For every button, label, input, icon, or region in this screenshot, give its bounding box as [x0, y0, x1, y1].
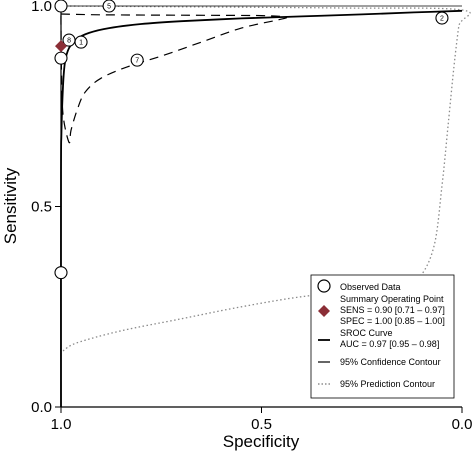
observed-data-label: 1 — [79, 40, 83, 47]
y-tick-label: 0.5 — [31, 199, 52, 216]
confidence-contour-layer — [60, 13, 288, 144]
observed-data-label: 8 — [67, 38, 71, 45]
observed-data-point — [102, 0, 116, 13]
x-tick-label: 0.5 — [251, 416, 272, 433]
observed-data-point — [54, 51, 68, 65]
observed-data-label: 7 — [135, 58, 139, 65]
legend-box — [310, 274, 455, 399]
y-tick-label: 1.0 — [31, 0, 52, 15]
observed-data-point — [54, 0, 68, 13]
legend-observed-marker — [317, 279, 331, 293]
y-tick-label: 0.0 — [31, 399, 52, 416]
x-axis-title: Specificity — [223, 432, 300, 451]
legend-summary-marker — [318, 305, 330, 317]
x-tick-layer: 1.0 0.5 0.0 — [51, 407, 473, 433]
legend-prediction-label: 95% Prediction Contour — [340, 379, 435, 389]
y-tick-layer: 0.0 0.5 1.0 — [31, 0, 61, 416]
prediction-contour-layer — [60, 5, 471, 352]
x-tick-label: 0.0 — [452, 416, 473, 433]
legend-summary-sens: SENS = 0.90 [0.71 – 0.97] — [340, 305, 445, 315]
x-tick-label: 1.0 — [51, 416, 72, 433]
confidence-contour-line — [60, 13, 288, 144]
legend-summary-title: Summary Operating Point — [340, 294, 444, 304]
legend-summary-spec: SPEC = 1.00 [0.85 – 1.00] — [340, 316, 445, 326]
legend: Observed Data Summary Operating Point SE… — [310, 274, 455, 399]
observed-data-point — [54, 266, 68, 280]
observed-data-label: 2 — [440, 16, 444, 23]
legend-observed-label: Observed Data — [340, 282, 401, 292]
observed-data-point — [435, 11, 449, 25]
observed-data-point — [74, 35, 88, 49]
y-axis-title: Sensitivity — [1, 167, 20, 244]
summary-point-layer — [55, 40, 67, 53]
legend-confidence-label: 95% Confidence Contour — [340, 357, 441, 367]
observed-data-layer: 5 2 8 1 7 — [54, 0, 449, 280]
prediction-contour-line — [60, 5, 471, 352]
legend-sroc-title: SROC Curve — [340, 328, 393, 338]
observed-data-label: 5 — [107, 4, 111, 11]
legend-sroc-auc: AUC = 0.97 [0.95 – 0.98] — [340, 339, 439, 349]
observed-data-point — [130, 53, 144, 67]
summary-operating-point — [55, 40, 67, 53]
